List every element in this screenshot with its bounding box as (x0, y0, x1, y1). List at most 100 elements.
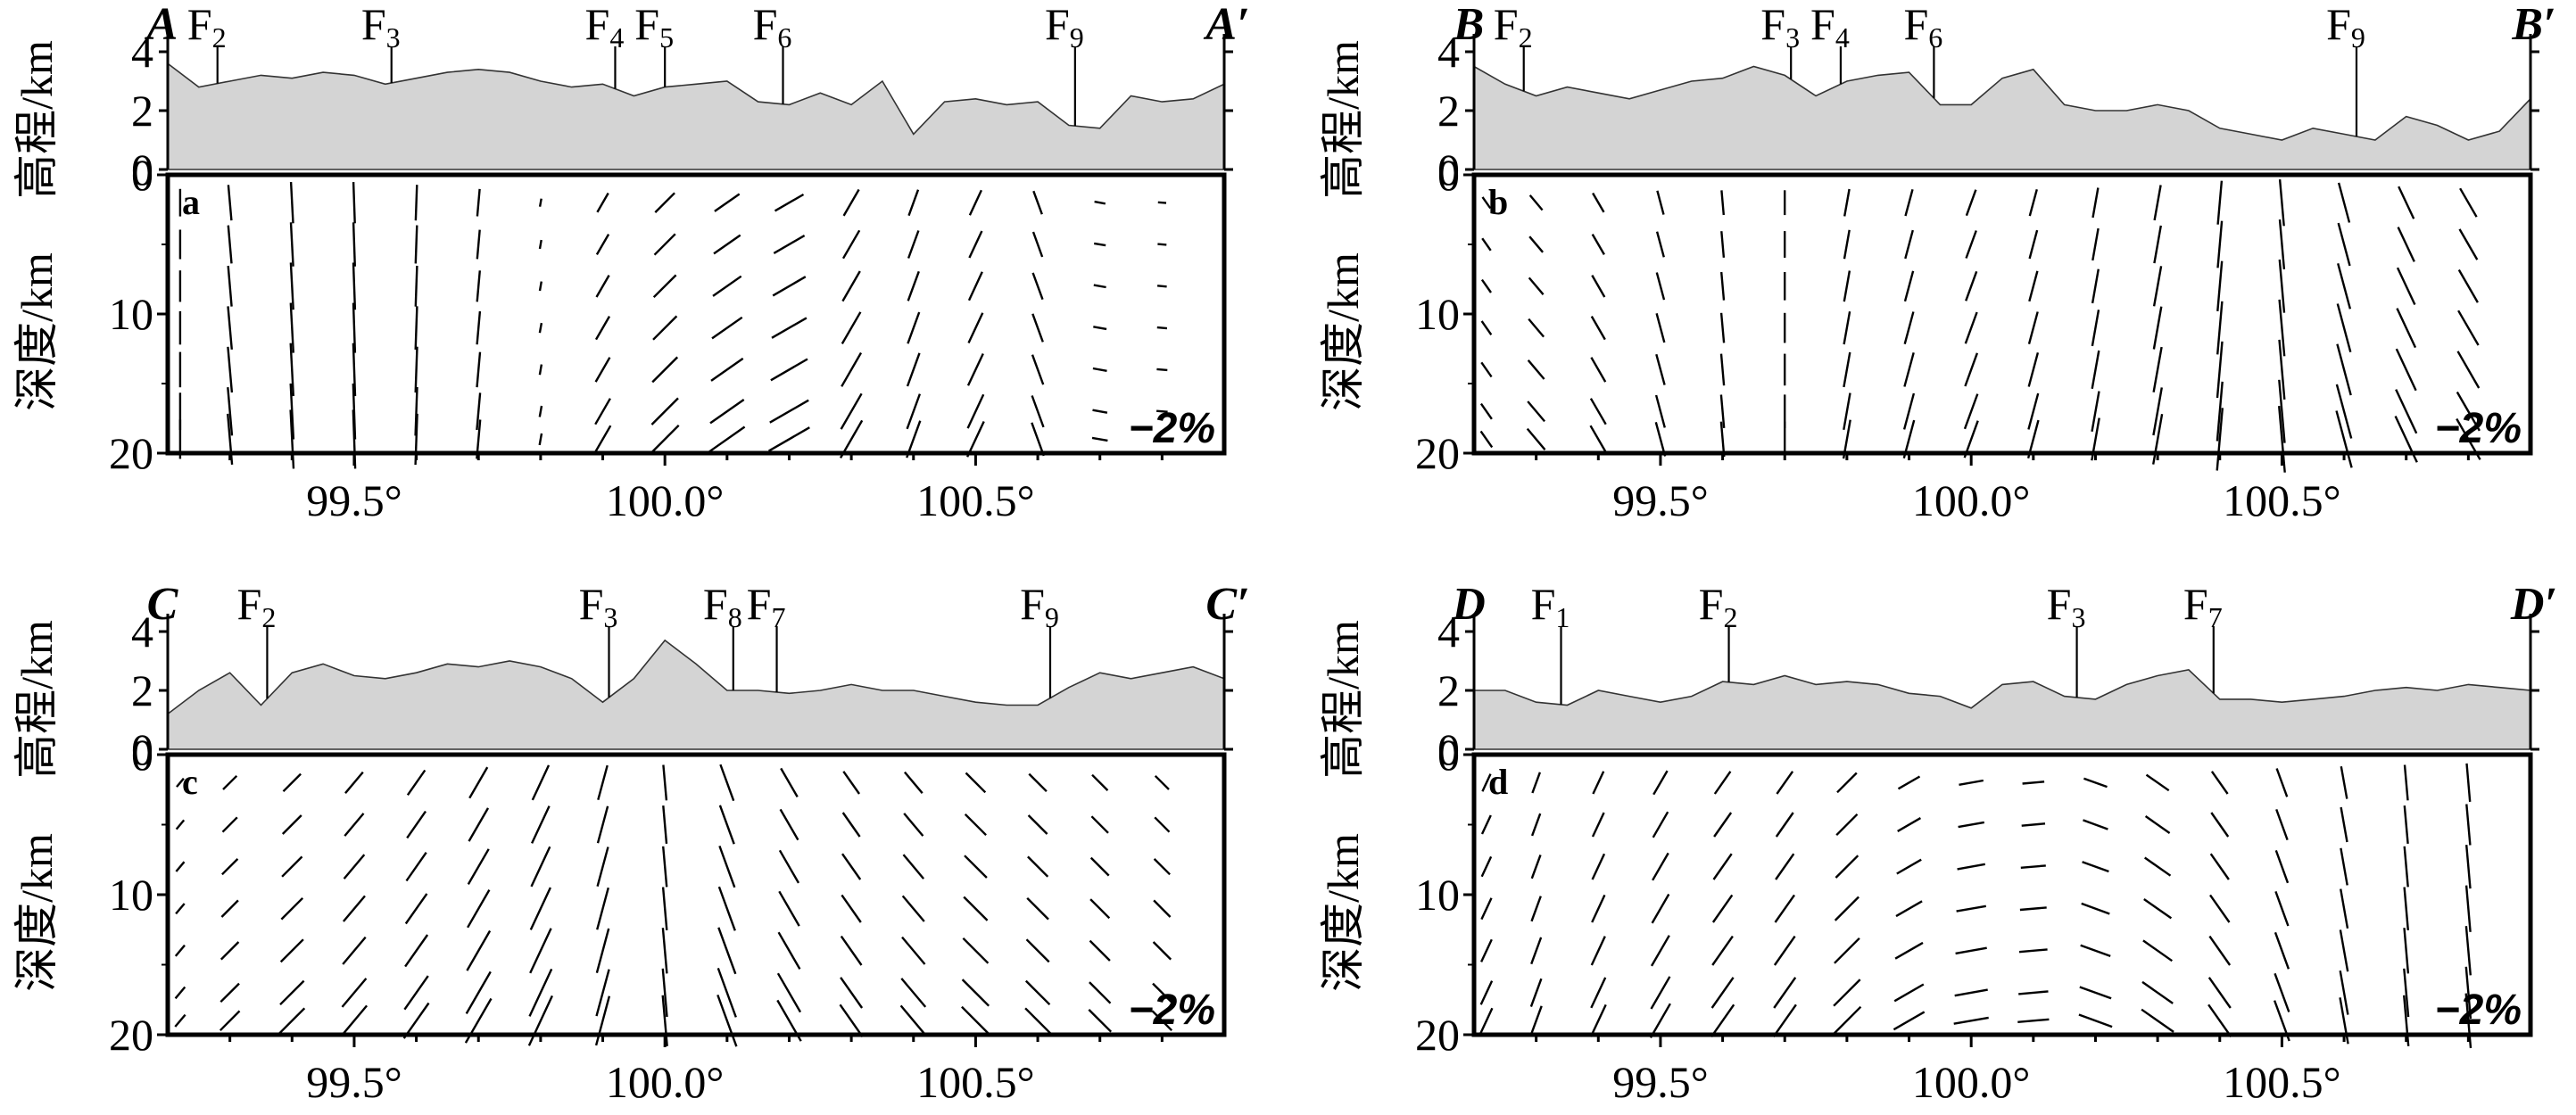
anisotropy-vector (774, 193, 805, 212)
anisotropy-vector (1964, 311, 1978, 344)
anisotropy-vector (711, 316, 743, 340)
anisotropy-vector (1896, 858, 1922, 875)
anisotropy-vector (1154, 774, 1170, 790)
anisotropy-vector (906, 420, 922, 458)
anisotropy-vector (1480, 855, 1493, 878)
elevation-tick-label: 2 (131, 86, 153, 136)
anisotropy-vector (222, 774, 238, 790)
anisotropy-vector (2028, 188, 2038, 217)
anisotropy-vector (467, 889, 491, 929)
anisotropy-vector (1480, 361, 1493, 378)
anisotropy-vector (1592, 771, 1605, 795)
anisotropy-vector (219, 982, 240, 1004)
anisotropy-vector (901, 895, 925, 922)
anisotropy-vector (2340, 847, 2348, 886)
anisotropy-vector (1719, 394, 1726, 429)
anisotropy-vector (2144, 815, 2171, 834)
anisotropy-vector (227, 185, 233, 221)
anisotropy-vector (2083, 777, 2108, 789)
anisotropy-vector (1024, 979, 1051, 1006)
anisotropy-vector (1834, 937, 1860, 964)
elevation-tick-label: 4 (131, 607, 153, 657)
anisotropy-vector (1091, 436, 1108, 442)
anisotropy-vector (903, 813, 924, 837)
anisotropy-vector (2337, 182, 2351, 223)
anisotropy-vector (596, 847, 609, 888)
anisotropy-vector (403, 975, 429, 1011)
anisotropy-vector (227, 225, 233, 264)
anisotropy-vector (717, 886, 736, 931)
fault-label: F3 (1760, 0, 1800, 54)
fault-label: F9 (1045, 0, 1084, 54)
anisotropy-vector (404, 934, 429, 968)
anisotropy-vector (2403, 846, 2409, 888)
anisotropy-vector (531, 805, 551, 844)
depth-tick-label: 0 (131, 150, 153, 200)
anisotropy-vector (2278, 219, 2286, 270)
anisotropy-vector (773, 235, 806, 254)
anisotropy-vector (289, 222, 294, 267)
anisotropy-vector (2396, 308, 2417, 349)
anisotropy-vector (2078, 1013, 2113, 1028)
anisotropy-vector (594, 316, 611, 341)
anisotropy-vector (220, 899, 239, 918)
anisotropy-vector (1481, 773, 1492, 792)
anisotropy-vector (1093, 242, 1106, 247)
anisotropy-vector (2336, 303, 2352, 353)
anisotropy-vector (1902, 419, 1916, 459)
anisotropy-vector (1031, 313, 1044, 343)
anisotropy-vector (1154, 816, 1171, 833)
fault-label: F7 (2183, 579, 2223, 633)
anisotropy-vector (593, 425, 612, 454)
anisotropy-vector (227, 386, 234, 436)
profile-end-label: B′ (2511, 0, 2555, 50)
anisotropy-vector (1031, 272, 1044, 301)
anisotropy-vector (841, 229, 861, 260)
anisotropy-vector (404, 893, 428, 925)
anisotropy-vector (227, 265, 233, 307)
anisotropy-vector (961, 1005, 990, 1036)
anisotropy-vector (1843, 229, 1851, 260)
anisotropy-vector (2464, 966, 2472, 1020)
anisotropy-vector (227, 413, 234, 466)
anisotropy-vector (1529, 1005, 1543, 1037)
anisotropy-vector (2091, 227, 2100, 261)
anisotropy-vector (654, 192, 675, 213)
anisotropy-vector (1028, 772, 1048, 793)
anisotropy-vector (1153, 899, 1172, 918)
anisotropy-vector (1156, 285, 1167, 288)
lon-tick-label: 99.5° (1612, 475, 1709, 525)
anisotropy-vector (2020, 864, 2046, 869)
lon-tick-label: 100.0° (606, 1057, 725, 1107)
anisotropy-vector (842, 188, 860, 217)
fault-label: F2 (187, 0, 227, 54)
anisotropy-vector (175, 903, 186, 915)
anisotropy-vector (839, 1004, 864, 1037)
depth-tick-label: 20 (109, 1010, 153, 1060)
anisotropy-vector (1479, 1007, 1494, 1034)
anisotropy-vector (2026, 419, 2040, 459)
anisotropy-vector (903, 771, 924, 794)
anisotropy-vector (1656, 190, 1665, 215)
anisotropy-vector (2152, 413, 2164, 465)
anisotropy-vector (902, 854, 925, 880)
anisotropy-vector (2339, 997, 2349, 1045)
anisotropy-vector (1530, 854, 1542, 880)
anisotropy-vector (842, 771, 860, 795)
anisotropy-vector (2027, 392, 2040, 430)
anisotropy-vector (906, 393, 922, 430)
anisotropy-vector (1893, 1011, 1926, 1031)
elevation-tick-label: 2 (131, 665, 153, 715)
anisotropy-vector (595, 969, 610, 1017)
anisotropy-vector (1530, 896, 1542, 922)
anisotropy-vector (1955, 946, 1987, 955)
lon-tick-label: 99.5° (306, 1057, 402, 1107)
depth-tick-label: 20 (1415, 428, 1460, 478)
anisotropy-vector (2153, 185, 2162, 221)
anisotropy-vector (1590, 316, 1606, 341)
anisotropy-vector (965, 772, 987, 794)
depth-tick-label: 10 (109, 870, 153, 920)
anisotropy-vector (530, 846, 551, 888)
anisotropy-vector (594, 995, 611, 1046)
anisotropy-vector (901, 936, 926, 965)
